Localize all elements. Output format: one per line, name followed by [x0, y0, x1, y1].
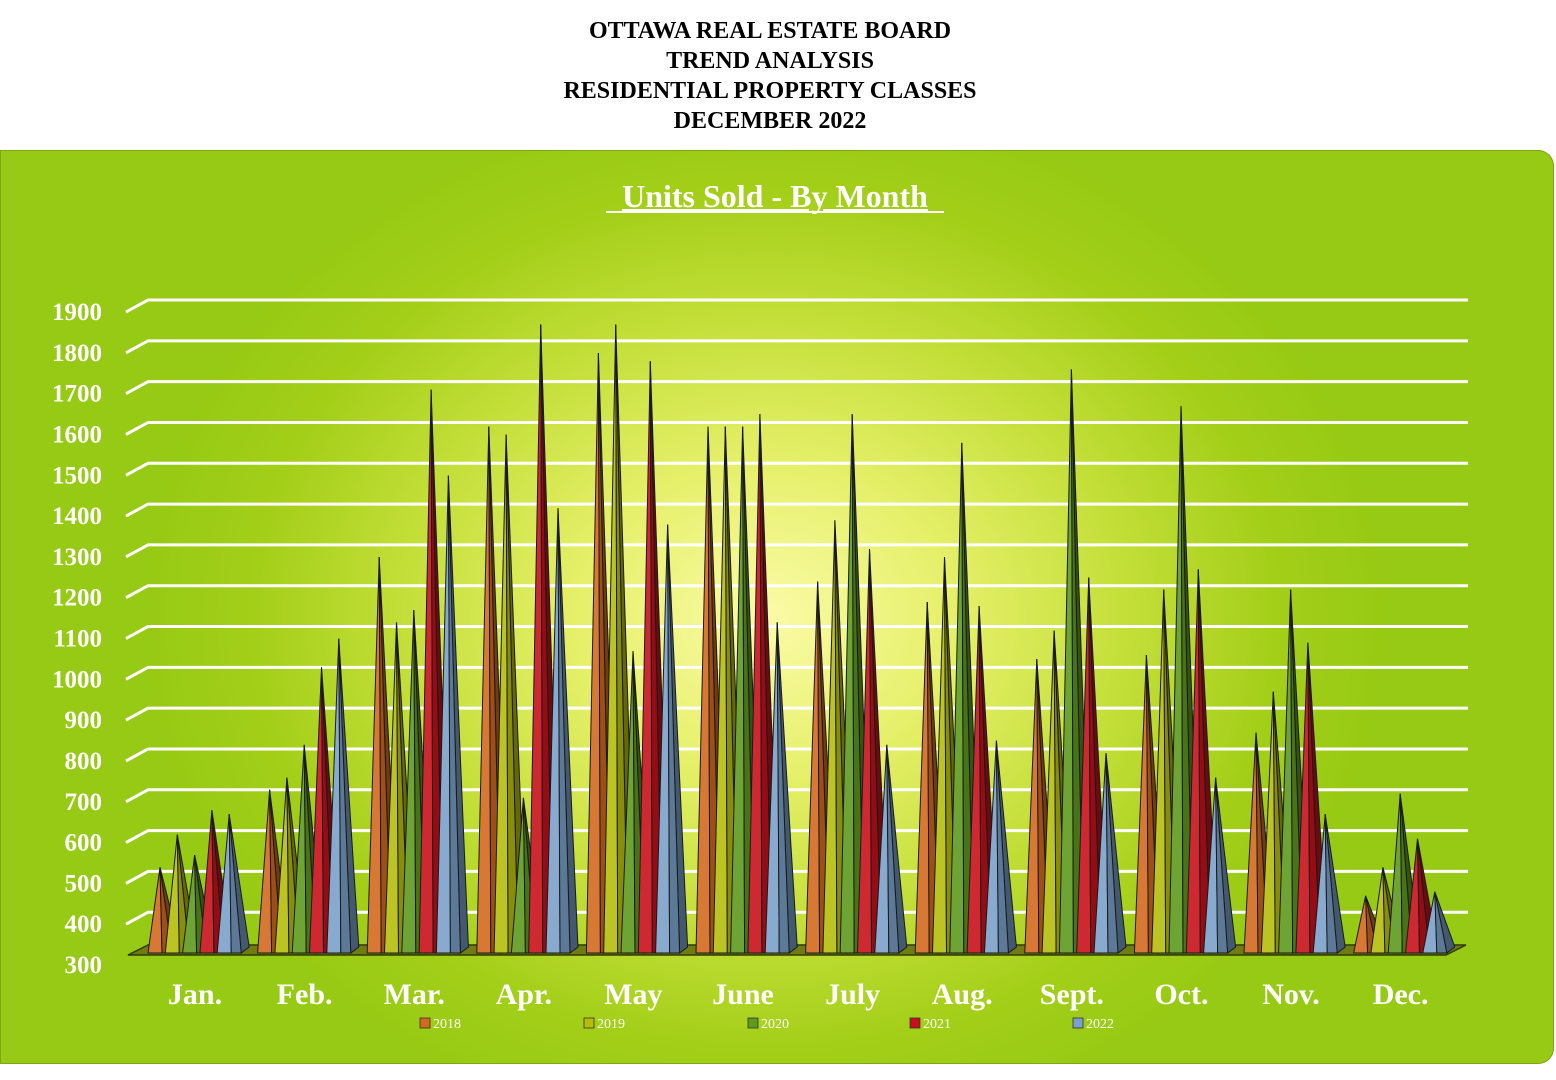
bar-2022-1 [326, 638, 360, 954]
x-axis: Jan. Feb. Mar. Apr. May June July Aug. Sept. Oct.… [168, 978, 1429, 1011]
bar-2020-8 [1058, 369, 1092, 954]
legend-swatch [909, 1017, 921, 1029]
gridline [125, 380, 1468, 395]
bar-2022-5 [764, 622, 798, 954]
bar-2019-3 [493, 434, 527, 954]
bar-2022-3 [545, 508, 579, 954]
bar-2022-7 [983, 740, 1017, 954]
y-tick-label: 1900 [52, 299, 102, 326]
y-tick-label: 1800 [52, 340, 102, 367]
bar-2022-6 [874, 744, 908, 954]
bar-2022-2 [435, 475, 469, 954]
x-tick-label: July [825, 978, 880, 1011]
gridline [125, 747, 1468, 763]
chart-bars [147, 324, 1456, 954]
gridline [125, 543, 1468, 559]
y-tick-label: 800 [65, 748, 103, 775]
gridline [125, 665, 1468, 681]
y-tick-label: 1400 [52, 503, 102, 530]
bar-2022-0 [216, 814, 250, 954]
bar-2018-7 [914, 601, 948, 954]
y-tick-label: 1100 [53, 626, 102, 653]
gridline [125, 829, 1468, 844]
y-tick-label: 600 [65, 830, 103, 857]
y-tick-label: 1600 [52, 421, 102, 448]
y-tick-label: 700 [65, 789, 103, 816]
units-sold-chart: Units Sold - By Month 300 400 500 600 700 800… [52, 178, 1468, 1032]
bar-2022-9 [1203, 777, 1237, 954]
header-line-1: OTTAWA REAL ESTATE BOARD [588, 18, 952, 44]
legend-swatch [1072, 1017, 1084, 1029]
header-line-3: RESIDENTIAL PROPERTY CLASSES [563, 78, 977, 104]
gridline [125, 788, 1468, 804]
y-tick-label: 1200 [52, 585, 102, 612]
x-tick-label: Mar. [384, 978, 445, 1011]
x-tick-label: June [712, 978, 774, 1011]
y-tick-label: 500 [65, 870, 103, 897]
bar-2020-6 [839, 414, 873, 954]
y-tick-label: 900 [65, 707, 103, 734]
report-header: OTTAWA REAL ESTATE BOARD TREND ANALYSIS … [0, 16, 1540, 136]
x-tick-label: Dec. [1373, 978, 1429, 1011]
bar-2022-4 [655, 524, 689, 954]
x-tick-label: Nov. [1262, 978, 1320, 1011]
legend-label: 2022 [1086, 1017, 1114, 1032]
x-tick-label: Sept. [1040, 978, 1104, 1011]
y-tick-label: 300 [65, 952, 103, 979]
x-tick-label: May [604, 978, 662, 1011]
gridline [125, 625, 1468, 640]
gridline [125, 461, 1468, 477]
bar-2020-9 [1168, 406, 1202, 954]
bar-2022-11 [1422, 891, 1456, 954]
gridline [125, 502, 1468, 518]
legend-label: 2018 [433, 1017, 461, 1032]
gridline [125, 298, 1468, 314]
header-line-2: TREND ANALYSIS [666, 48, 874, 74]
y-tick-label: 1000 [52, 666, 102, 693]
y-axis: 300 400 500 600 700 800 900 1000 1100 1200 1300 140… [52, 299, 102, 979]
legend-label: 2019 [597, 1017, 625, 1032]
header-line-4: DECEMBER 2022 [673, 108, 867, 134]
legend-label: 2021 [923, 1017, 951, 1032]
y-tick-label: 1500 [52, 462, 102, 489]
gridline [125, 339, 1468, 355]
bar-2022-8 [1093, 752, 1127, 954]
gridlines [125, 298, 1468, 926]
y-tick-label: 1700 [52, 381, 102, 408]
chart-title: Units Sold - By Month [622, 178, 928, 214]
legend-swatch [419, 1017, 431, 1029]
gridline [125, 584, 1468, 600]
y-tick-label: 400 [65, 911, 103, 938]
gridline [125, 420, 1468, 436]
bar-2022-10 [1312, 814, 1346, 954]
gridline [125, 706, 1468, 722]
y-tick-label: 1300 [52, 544, 102, 571]
x-tick-label: Oct. [1154, 978, 1208, 1011]
x-tick-label: Aug. [932, 978, 993, 1011]
legend-swatch [747, 1017, 759, 1029]
chart-panel: Units Sold - By Month 300 400 500 600 700 800… [0, 150, 1554, 1064]
x-tick-label: Jan. [168, 978, 222, 1011]
legend-swatch [583, 1017, 595, 1029]
x-tick-label: Apr. [496, 978, 552, 1011]
x-tick-label: Feb. [277, 978, 333, 1011]
legend-label: 2020 [761, 1017, 789, 1032]
chart-legend: 2018 2019 2020 2021 2022 [419, 1017, 1114, 1032]
